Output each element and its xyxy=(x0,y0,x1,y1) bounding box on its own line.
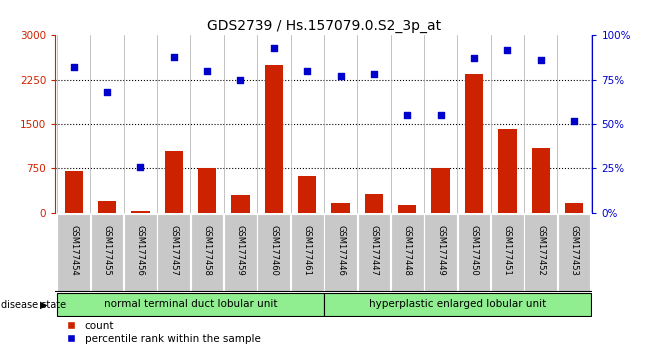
Text: GSM177458: GSM177458 xyxy=(202,225,212,276)
Bar xyxy=(191,213,223,291)
Bar xyxy=(531,148,550,213)
Bar xyxy=(331,203,350,213)
Text: disease state: disease state xyxy=(1,299,66,309)
Point xyxy=(502,47,512,52)
Text: GSM177461: GSM177461 xyxy=(303,225,312,276)
Bar xyxy=(291,213,324,291)
Bar xyxy=(357,213,390,291)
Point xyxy=(102,89,112,95)
Point xyxy=(235,77,245,82)
Point xyxy=(469,56,479,61)
Text: GSM177451: GSM177451 xyxy=(503,225,512,276)
Text: GSM177452: GSM177452 xyxy=(536,225,545,276)
Bar xyxy=(324,213,357,291)
Bar xyxy=(158,213,190,291)
Text: GSM177454: GSM177454 xyxy=(69,225,78,276)
Text: GSM177457: GSM177457 xyxy=(169,225,178,276)
Point xyxy=(335,73,346,79)
Text: ▶: ▶ xyxy=(40,299,48,309)
Bar xyxy=(298,176,316,213)
Bar xyxy=(565,203,583,213)
Point xyxy=(302,68,312,74)
Bar xyxy=(265,65,283,213)
Point xyxy=(68,64,79,70)
Bar xyxy=(132,211,150,213)
Legend: count, percentile rank within the sample: count, percentile rank within the sample xyxy=(66,321,260,344)
Bar xyxy=(231,194,249,213)
Bar xyxy=(57,293,324,316)
Bar xyxy=(90,213,124,291)
Bar xyxy=(324,293,590,316)
Bar xyxy=(498,129,516,213)
Point xyxy=(368,72,379,77)
Bar xyxy=(491,213,523,291)
Bar xyxy=(424,213,457,291)
Point xyxy=(169,54,179,59)
Text: GSM177453: GSM177453 xyxy=(570,225,579,276)
Point xyxy=(536,57,546,63)
Bar xyxy=(465,74,483,213)
Title: GDS2739 / Hs.157079.0.S2_3p_at: GDS2739 / Hs.157079.0.S2_3p_at xyxy=(207,19,441,33)
Text: GSM177447: GSM177447 xyxy=(369,225,378,276)
Bar xyxy=(391,213,424,291)
Text: normal terminal duct lobular unit: normal terminal duct lobular unit xyxy=(104,299,277,309)
Bar xyxy=(57,213,90,291)
Point xyxy=(402,113,413,118)
Bar xyxy=(124,213,157,291)
Point xyxy=(202,68,212,74)
Text: GSM177448: GSM177448 xyxy=(403,225,412,276)
Text: GSM177446: GSM177446 xyxy=(336,225,345,276)
Text: GSM177459: GSM177459 xyxy=(236,225,245,276)
Point xyxy=(135,164,146,170)
Bar xyxy=(398,205,417,213)
Text: GSM177460: GSM177460 xyxy=(270,225,279,276)
Bar xyxy=(558,213,590,291)
Text: GSM177455: GSM177455 xyxy=(103,225,111,276)
Bar xyxy=(98,201,117,213)
Text: GSM177456: GSM177456 xyxy=(136,225,145,276)
Bar xyxy=(432,169,450,213)
Text: GSM177450: GSM177450 xyxy=(469,225,478,276)
Bar xyxy=(365,194,383,213)
Point xyxy=(436,113,446,118)
Point xyxy=(269,45,279,51)
Point xyxy=(569,118,579,124)
Bar xyxy=(198,168,216,213)
Bar xyxy=(64,171,83,213)
Bar xyxy=(165,151,183,213)
Bar xyxy=(458,213,490,291)
Text: hyperplastic enlarged lobular unit: hyperplastic enlarged lobular unit xyxy=(368,299,546,309)
Text: GSM177449: GSM177449 xyxy=(436,225,445,276)
Bar xyxy=(224,213,257,291)
Bar xyxy=(524,213,557,291)
Bar xyxy=(258,213,290,291)
